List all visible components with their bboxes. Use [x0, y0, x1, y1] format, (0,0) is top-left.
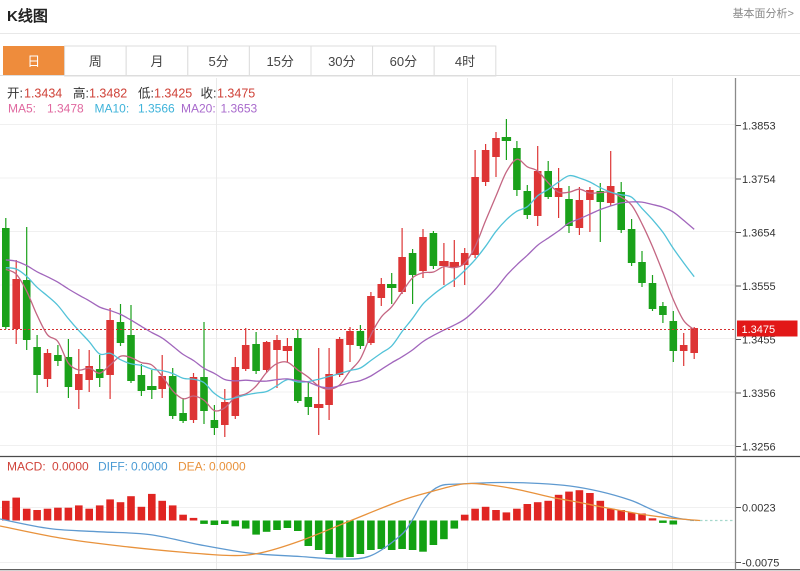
svg-text:日: 日 [27, 54, 40, 69]
svg-text:周: 周 [89, 54, 102, 69]
svg-text:1.3853: 1.3853 [742, 120, 776, 132]
svg-text:1.3356: 1.3356 [742, 388, 776, 400]
svg-text:1.3754: 1.3754 [742, 174, 776, 186]
svg-text:1.3256: 1.3256 [742, 441, 776, 453]
svg-text:基本面分析>: 基本面分析> [733, 6, 794, 20]
svg-text:1.3654: 1.3654 [742, 227, 776, 239]
svg-text:K线图: K线图 [7, 7, 48, 25]
svg-text:0.0023: 0.0023 [742, 502, 776, 514]
svg-text:30分: 30分 [328, 54, 355, 69]
svg-text:60分: 60分 [390, 54, 417, 69]
svg-text:4时: 4时 [455, 54, 475, 69]
svg-text:1.3455: 1.3455 [742, 334, 776, 346]
svg-text:15分: 15分 [266, 54, 293, 69]
svg-text:月: 月 [150, 54, 163, 69]
svg-text:-0.0075: -0.0075 [742, 557, 779, 569]
svg-text:1.3475: 1.3475 [742, 324, 776, 336]
svg-text:5分: 5分 [208, 54, 228, 69]
svg-text:1.3555: 1.3555 [742, 281, 776, 293]
